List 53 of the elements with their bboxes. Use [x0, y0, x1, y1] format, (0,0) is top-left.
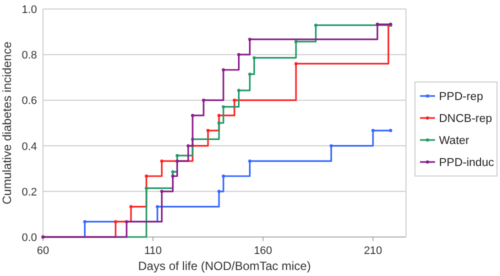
point	[156, 205, 159, 208]
x-tick-label: 60	[36, 245, 50, 257]
point	[248, 159, 252, 163]
point	[294, 40, 298, 44]
point	[191, 114, 194, 118]
point	[222, 105, 225, 108]
y-tick-label: 0.2	[22, 186, 37, 198]
point	[314, 24, 318, 27]
point	[206, 128, 210, 132]
point	[222, 174, 225, 178]
y-tick-label: 0.4	[22, 140, 37, 153]
point	[389, 128, 392, 132]
point	[144, 186, 148, 190]
point	[176, 154, 179, 158]
point	[125, 220, 128, 224]
legend-label: PPD-rep	[439, 91, 484, 103]
legend-label: DNCB-rep	[439, 113, 492, 125]
point	[237, 53, 240, 56]
y-tick-label: 0.0	[22, 232, 37, 244]
point	[376, 22, 379, 26]
point	[294, 62, 298, 66]
point	[217, 114, 221, 118]
point	[129, 205, 133, 208]
point	[160, 190, 164, 193]
x-axis-title: Days of life (NOD/BomTac mice)	[138, 259, 311, 273]
legend-label: Water	[439, 135, 470, 147]
point	[237, 88, 240, 92]
point	[252, 56, 256, 60]
point	[222, 68, 225, 72]
point	[186, 144, 190, 148]
point	[248, 72, 252, 76]
legend-label: PPD-induc	[439, 157, 494, 169]
point	[202, 98, 206, 102]
y-tick-label: 0.6	[22, 95, 37, 108]
x-tick-label: 160	[254, 245, 272, 257]
point	[83, 220, 86, 224]
x-tick-label: 110	[144, 245, 162, 257]
point	[171, 174, 174, 178]
point	[248, 38, 252, 41]
point	[144, 174, 148, 178]
point	[217, 190, 221, 193]
y-tick-label: 0.8	[22, 50, 37, 62]
point	[176, 159, 179, 163]
x-tick-label: 210	[364, 245, 382, 257]
y-tick-label: 1.0	[22, 4, 37, 16]
point	[114, 220, 118, 224]
point	[371, 128, 375, 132]
point	[171, 170, 174, 174]
point	[160, 159, 164, 163]
y-axis-title: Cumulative diabetes incidence	[0, 41, 14, 204]
point	[232, 98, 236, 102]
point	[217, 121, 221, 125]
point	[330, 144, 333, 148]
